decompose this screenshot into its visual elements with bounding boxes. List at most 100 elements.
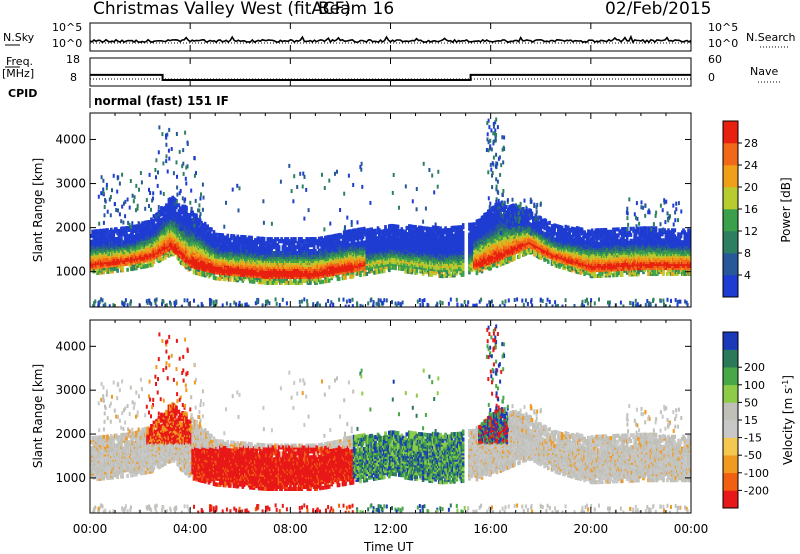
- power-cell: [250, 235, 253, 240]
- power-cell: [357, 227, 361, 232]
- power-cell: [214, 238, 217, 243]
- power-cell: [327, 278, 331, 283]
- power-cell: [282, 278, 286, 283]
- power-cell: [294, 245, 297, 250]
- power-cell: [152, 220, 156, 225]
- power-cell: [270, 251, 273, 256]
- power-cell: [96, 235, 99, 240]
- power-cell: [212, 230, 216, 235]
- power-cell: [292, 278, 296, 283]
- nsky-tick-bottom: 10^0: [52, 38, 82, 50]
- power-cell: [195, 213, 198, 218]
- power-cell: [340, 234, 343, 239]
- power-cell: [117, 234, 121, 239]
- power-cell: [202, 231, 206, 236]
- power-cell: [161, 256, 164, 261]
- power-cell: [116, 237, 119, 242]
- power-cell: [295, 251, 298, 256]
- power-cell: [272, 251, 276, 256]
- power-cell: [98, 268, 102, 273]
- power-cell: [178, 206, 182, 211]
- power-cell: [120, 236, 123, 241]
- power-cell: [383, 233, 386, 238]
- power-cell: [261, 280, 265, 285]
- beam-title: Beam 16: [318, 0, 394, 18]
- power-cell: [401, 229, 405, 234]
- power-cell: [364, 228, 367, 233]
- power-cell: [290, 247, 293, 252]
- power-cell: [342, 230, 346, 235]
- power-cell: [215, 232, 218, 237]
- power-cell: [106, 228, 109, 233]
- power-cell: [262, 236, 266, 241]
- power-cell: [277, 245, 281, 250]
- power-cell: [210, 233, 213, 238]
- power-cell: [378, 269, 381, 274]
- power-cell: [236, 234, 240, 239]
- sky-panel: [5, 22, 790, 52]
- power-cell: [226, 245, 230, 250]
- power-cell: [306, 247, 310, 252]
- power-cell: [257, 236, 261, 241]
- power-cell: [319, 280, 322, 285]
- station-title: Christmas Valley West (fitACF): [93, 0, 351, 18]
- power-cell: [287, 239, 291, 244]
- nsearch-tick-top: 10^5: [708, 22, 738, 34]
- power-cell: [300, 278, 303, 283]
- power-cell: [297, 280, 301, 285]
- power-cell: [389, 232, 392, 237]
- power-cell: [165, 203, 168, 208]
- power-cell: [264, 280, 267, 285]
- power-cell: [206, 272, 209, 277]
- power-cell: [203, 221, 207, 226]
- power-cell: [325, 239, 328, 244]
- power-cell: [177, 203, 181, 208]
- power-cell: [300, 251, 303, 256]
- power-cell: [177, 256, 181, 261]
- power-cell: [125, 230, 128, 235]
- power-cell: [232, 234, 236, 239]
- power-cell: [396, 236, 400, 241]
- power-cell: [375, 268, 379, 273]
- nsearch-label: N.Search: [746, 32, 796, 44]
- power-cell: [405, 225, 409, 230]
- power-cell: [230, 234, 233, 239]
- cpid-panel: [90, 88, 691, 108]
- power-cell: [391, 265, 395, 270]
- power-cell: [229, 241, 232, 246]
- power-cell: [346, 239, 350, 244]
- power-data: [90, 117, 691, 307]
- power-cell: [275, 243, 278, 248]
- nsky-label: N.Sky: [3, 32, 34, 44]
- power-cell: [292, 237, 296, 242]
- power-cell: [394, 266, 397, 271]
- nave-tick-bottom: 0: [708, 72, 715, 84]
- power-cell: [200, 220, 203, 225]
- power-cell: [131, 266, 134, 271]
- power-cell: [121, 266, 124, 271]
- power-cell: [321, 245, 325, 250]
- power-cell: [272, 239, 276, 244]
- power-cell: [106, 238, 109, 243]
- power-cell: [163, 255, 167, 260]
- power-cell: [370, 227, 374, 232]
- power-cell: [226, 233, 230, 238]
- power-cell: [290, 237, 293, 242]
- power-cell: [396, 228, 400, 233]
- power-cell: [384, 225, 387, 230]
- power-cell: [388, 234, 391, 239]
- power-cell: [198, 218, 202, 223]
- power-cell: [271, 280, 275, 285]
- x-axis-label: Time UT: [364, 541, 413, 553]
- power-cell: [206, 224, 209, 229]
- power-cell: [116, 268, 119, 273]
- power-cell: [151, 262, 154, 267]
- power-cell: [239, 276, 242, 281]
- date-title: 02/Feb/2015: [605, 0, 711, 18]
- nave-label: Nave: [750, 66, 778, 78]
- power-cell: [360, 231, 364, 236]
- nsky-tick-top: 10^5: [52, 22, 82, 34]
- power-cell: [374, 228, 377, 233]
- power-cell: [396, 224, 400, 229]
